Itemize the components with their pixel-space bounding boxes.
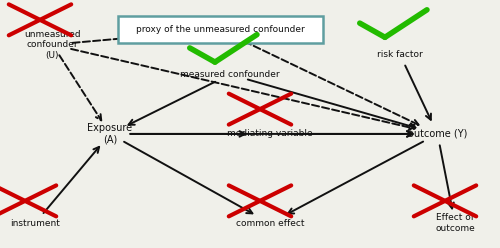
Text: measured confounder: measured confounder bbox=[180, 70, 280, 79]
Text: common effect: common effect bbox=[236, 219, 304, 228]
Text: Effect of
outcome: Effect of outcome bbox=[435, 214, 475, 233]
Text: risk factor: risk factor bbox=[377, 50, 423, 59]
Text: mediating variable: mediating variable bbox=[227, 129, 313, 138]
Text: outcome (Y): outcome (Y) bbox=[408, 129, 467, 139]
Text: instrument: instrument bbox=[10, 219, 60, 228]
Text: Exposure
(A): Exposure (A) bbox=[88, 123, 132, 145]
FancyBboxPatch shape bbox=[118, 16, 322, 43]
Text: unmeasured
confounder
(U): unmeasured confounder (U) bbox=[24, 30, 81, 60]
Text: proxy of the unmeasured confounder: proxy of the unmeasured confounder bbox=[136, 25, 304, 34]
